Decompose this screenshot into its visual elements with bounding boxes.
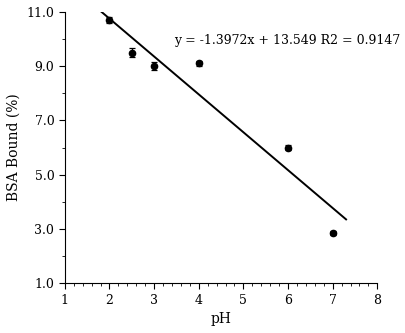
Y-axis label: BSA Bound (%): BSA Bound (%) [7, 94, 21, 201]
X-axis label: pH: pH [210, 312, 231, 326]
Text: y = -1.3972x + 13.549 R2 = 0.9147: y = -1.3972x + 13.549 R2 = 0.9147 [174, 35, 399, 48]
